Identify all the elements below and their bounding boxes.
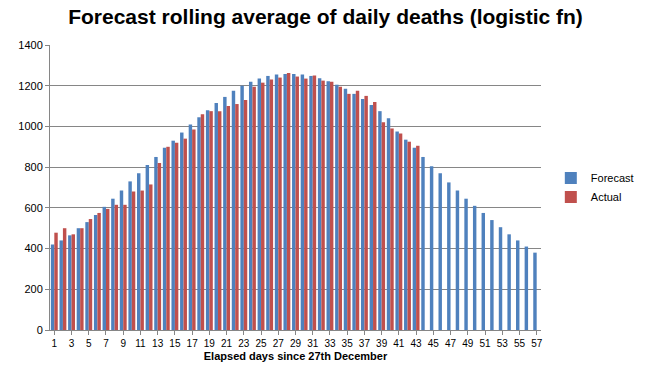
svg-text:11: 11 xyxy=(135,338,146,349)
svg-text:Forecast rolling average of da: Forecast rolling average of daily deaths… xyxy=(68,5,583,28)
svg-text:33: 33 xyxy=(324,338,336,349)
svg-text:19: 19 xyxy=(204,338,216,349)
svg-text:3: 3 xyxy=(69,338,75,349)
svg-text:600: 600 xyxy=(24,202,42,214)
svg-text:7: 7 xyxy=(103,338,109,349)
svg-text:29: 29 xyxy=(290,338,302,349)
svg-text:41: 41 xyxy=(393,338,405,349)
svg-text:1000: 1000 xyxy=(18,120,42,132)
svg-text:1400: 1400 xyxy=(18,39,42,51)
svg-text:31: 31 xyxy=(307,338,319,349)
svg-text:Forecast: Forecast xyxy=(591,172,634,184)
svg-text:21: 21 xyxy=(221,338,233,349)
svg-text:37: 37 xyxy=(359,338,371,349)
svg-text:15: 15 xyxy=(169,338,181,349)
svg-text:47: 47 xyxy=(445,338,457,349)
svg-text:0: 0 xyxy=(37,324,43,336)
svg-text:35: 35 xyxy=(342,338,354,349)
svg-text:1200: 1200 xyxy=(18,80,42,92)
svg-text:23: 23 xyxy=(238,338,250,349)
svg-text:400: 400 xyxy=(24,242,42,254)
svg-text:5: 5 xyxy=(86,338,92,349)
svg-text:25: 25 xyxy=(255,338,267,349)
svg-text:17: 17 xyxy=(187,338,199,349)
svg-text:200: 200 xyxy=(24,283,42,295)
svg-text:43: 43 xyxy=(411,338,423,349)
svg-text:13: 13 xyxy=(152,338,164,349)
svg-text:Actual: Actual xyxy=(591,191,622,203)
svg-text:49: 49 xyxy=(462,338,474,349)
svg-text:27: 27 xyxy=(273,338,285,349)
svg-text:45: 45 xyxy=(428,338,440,349)
svg-text:1: 1 xyxy=(52,338,58,349)
svg-text:9: 9 xyxy=(120,338,126,349)
svg-text:53: 53 xyxy=(497,338,509,349)
svg-text:Elapsed days since 27th Decemb: Elapsed days since 27th December xyxy=(204,350,388,362)
svg-text:39: 39 xyxy=(376,338,388,349)
svg-text:51: 51 xyxy=(479,338,491,349)
svg-text:57: 57 xyxy=(531,338,543,349)
svg-text:800: 800 xyxy=(24,161,42,173)
svg-text:55: 55 xyxy=(514,338,526,349)
